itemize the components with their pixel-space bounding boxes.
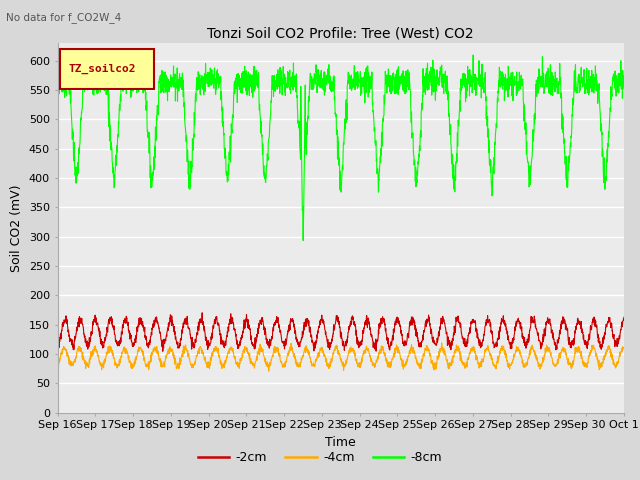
Line: -8cm: -8cm [58,55,624,240]
X-axis label: Time: Time [325,436,356,449]
-4cm [586,351,594,357]
-4cm [370,363,378,369]
Y-axis label: Soil CO2 (mV): Soil CO2 (mV) [10,184,23,272]
Text: TZ_soilco2: TZ_soilco2 [69,64,136,74]
-8cm [571,68,579,73]
-2cm [54,340,61,346]
-2cm [212,314,220,320]
-8cm [212,92,220,97]
-4cm [571,354,579,360]
Line: -2cm: -2cm [58,313,624,351]
-8cm [358,84,365,89]
-8cm [54,67,61,72]
-2cm [506,340,514,346]
-8cm [370,116,378,121]
-2cm [198,310,206,316]
-8cm [620,86,628,92]
-8cm [506,74,514,80]
-4cm [358,358,365,363]
-2cm [159,348,166,354]
-2cm [620,314,628,320]
-4cm [620,346,628,352]
-2cm [586,330,594,336]
Legend: -2cm, -4cm, -8cm: -2cm, -4cm, -8cm [193,446,447,469]
-8cm [586,77,594,83]
-2cm [370,343,378,349]
Title: Tonzi Soil CO2 Profile: Tree (West) CO2: Tonzi Soil CO2 Profile: Tree (West) CO2 [207,27,474,41]
-2cm [571,338,579,344]
-4cm [506,363,514,369]
FancyBboxPatch shape [60,49,154,89]
Text: No data for f_CO2W_4: No data for f_CO2W_4 [6,12,122,23]
-4cm [438,340,445,346]
Line: -4cm: -4cm [58,343,624,371]
-4cm [265,368,273,374]
-4cm [212,344,220,350]
-8cm [300,238,307,243]
-2cm [358,342,365,348]
-4cm [54,363,61,369]
-8cm [469,52,477,58]
